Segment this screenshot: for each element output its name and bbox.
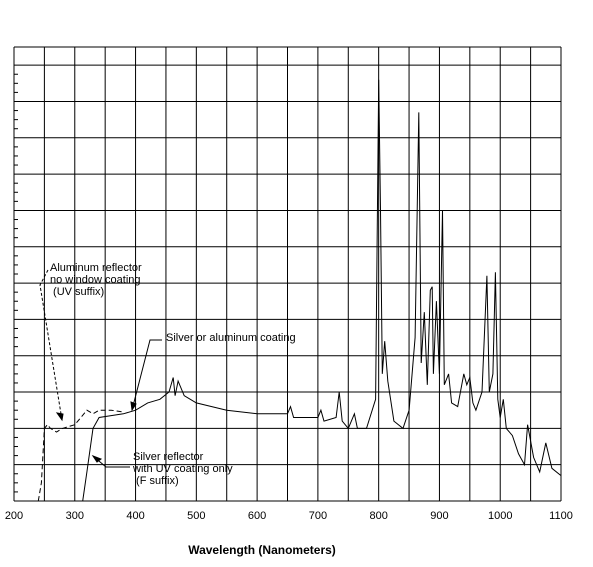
x-axis-label: Wavelength (Nanometers) bbox=[188, 543, 336, 557]
arrow bbox=[39, 269, 63, 421]
arrow-head bbox=[91, 454, 103, 463]
spectrum-line bbox=[37, 409, 124, 502]
annotation: Silver or aluminum coating bbox=[166, 332, 296, 344]
arrow-head bbox=[130, 401, 137, 412]
annotation: (UV suffix) bbox=[50, 286, 104, 298]
annotation: (F suffix) bbox=[133, 475, 179, 487]
x-tick-label: 800 bbox=[369, 510, 387, 522]
annotation: Silver reflector bbox=[133, 451, 204, 463]
arrow bbox=[131, 339, 162, 411]
x-tick-label: 900 bbox=[430, 510, 448, 522]
annotation: with UV coating only bbox=[132, 463, 233, 475]
x-tick-label: 600 bbox=[248, 510, 266, 522]
x-tick-label: 200 bbox=[5, 510, 23, 522]
annotation-arrows bbox=[39, 269, 162, 468]
x-tick-label: 400 bbox=[126, 510, 144, 522]
arrow-head bbox=[55, 412, 64, 422]
annotation: Aluminum reflector bbox=[50, 262, 142, 274]
spectrum-line bbox=[82, 79, 562, 502]
x-tick-label: 500 bbox=[187, 510, 205, 522]
x-tick-label: 1100 bbox=[549, 510, 573, 522]
x-tick-label: 1000 bbox=[488, 510, 512, 522]
annotation: no window coating bbox=[50, 274, 141, 286]
x-tick-label: 300 bbox=[66, 510, 84, 522]
x-tick-label: 700 bbox=[309, 510, 327, 522]
